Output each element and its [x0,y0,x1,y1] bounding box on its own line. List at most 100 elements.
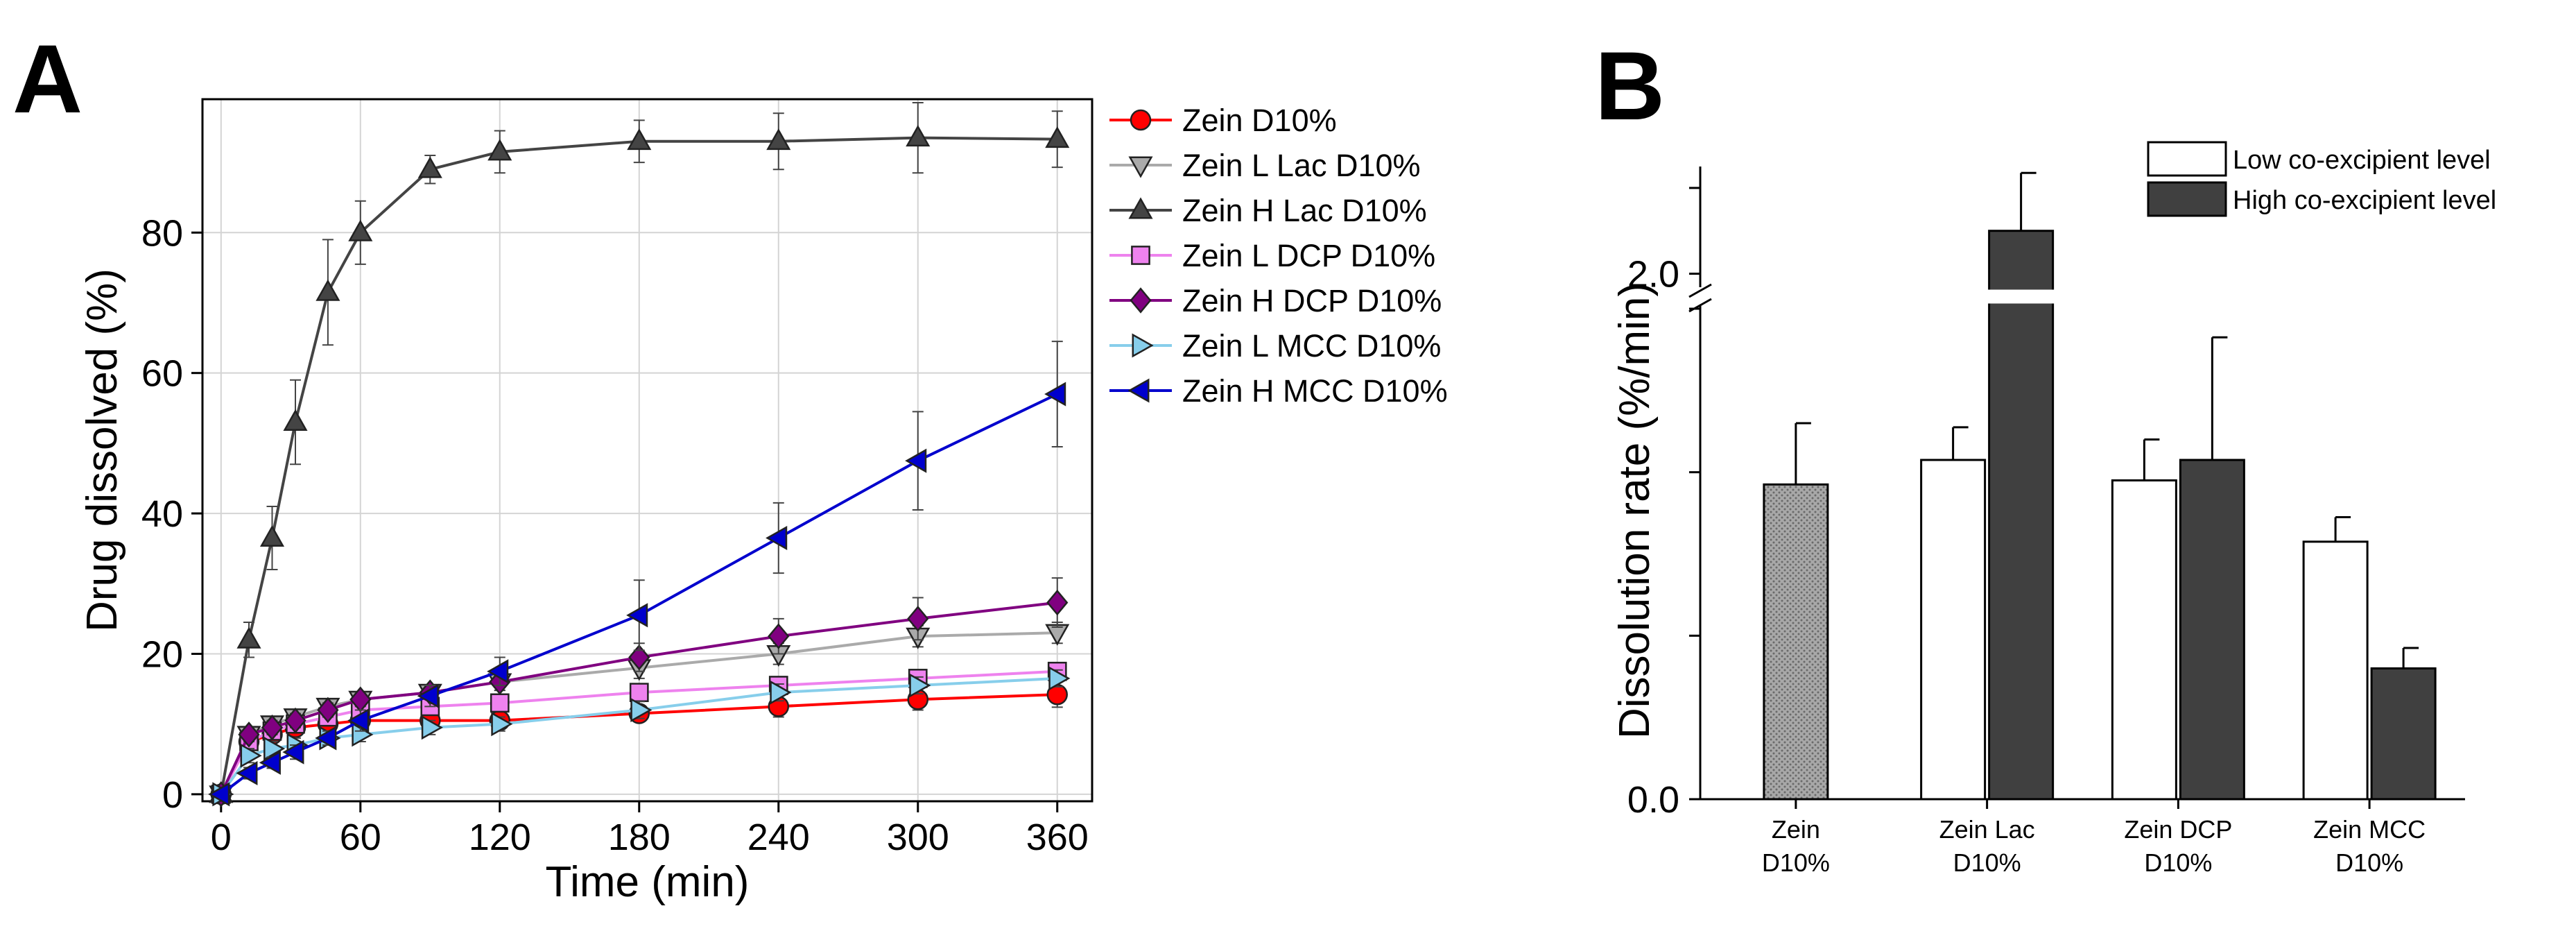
bar-low-co-excipient-level [2111,479,2177,801]
legend-marker [1131,246,1150,265]
x-tick-label: 300 [887,817,949,858]
series-line [219,136,1057,795]
panel-b-label: B [1595,31,1665,140]
legend-label: Zein H DCP D10% [1182,283,1442,318]
category-label: Zein MCC [2313,815,2426,844]
category-zein-mcc-d10pct: Zein MCC D10% [2302,515,2437,877]
legend-label: Zein L MCC D10% [1182,328,1441,364]
category-zein-lac-d10pct: Zein Lac D10% [1920,171,2055,877]
plot-frame [201,98,1093,803]
data-point [768,623,790,649]
bar-zein-d10pct [1763,483,1829,801]
legend-label: Zein L Lac D10% [1182,148,1421,183]
data-point [238,721,260,748]
legend-marker [1130,287,1152,314]
data-point [259,524,285,547]
data-point [905,448,927,473]
legend-label: Zein H Lac D10% [1182,193,1427,228]
legend-label: Zein D10% [1182,103,1337,138]
data-point [487,659,509,684]
data-point [491,712,513,737]
category-label: Zein DCP [2124,815,2232,844]
legend-marker [1128,156,1153,178]
data-point [284,707,306,734]
legend-entry-zein-h-dcp-d10pct: Zein H DCP D10% [1109,283,1442,318]
data-point [628,644,650,671]
y-tick-label: 20 [141,633,183,675]
data-point [282,740,304,765]
y-tick-label: 80 [141,212,183,254]
data-point [236,760,258,786]
x-axis-title: Time (min) [546,858,750,906]
data-point [627,128,652,151]
data-point [421,715,443,740]
data-point [906,125,931,147]
data-point [626,603,648,628]
legend-marker [1128,197,1153,219]
y-axis-title: Dissolution rate (%/min) [1611,282,1659,739]
bar-low-co-excipient-level [2302,540,2369,801]
legend-marker [1127,378,1150,403]
data-point [766,525,788,551]
legend-swatch [2147,141,2227,177]
x-tick-label: 60 [340,817,381,858]
data-point [629,683,649,702]
x-tick-label: 0 [211,817,232,858]
data-point [766,128,791,151]
legend-label: Low co-excipient level [2233,146,2491,175]
legend-entry-zein-l-lac-d10pct: Zein L Lac D10% [1109,148,1421,183]
data-point [263,736,286,761]
x-tick-label: 240 [747,817,810,858]
bar-high-co-excipient-level [2179,459,2245,801]
y-tick-label: 0.0 [1627,779,1679,821]
data-point [1048,666,1071,691]
data-point [490,693,510,713]
legend-entry-zein-l-mcc-d10pct: Zein L MCC D10% [1109,328,1441,364]
y-tick-label: 0 [162,774,183,816]
x-tick-label: 120 [469,817,531,858]
data-point [283,409,308,431]
legend-entry-zein-d10pct: Zein D10% [1109,103,1337,138]
data-point [417,156,442,178]
category-zein-d10pct: Zein D10% [1762,422,1830,877]
bar-high-co-excipient-level [1988,230,2055,801]
legend-marker [1132,333,1154,358]
category-label: Zein Lac [1939,815,2035,844]
data-point [770,680,792,705]
data-point [1046,589,1069,616]
category-label: D10% [2144,848,2212,877]
y-tick-label: 2.0 [1627,254,1679,296]
data-point [315,726,337,751]
data-point [317,697,339,724]
data-point [236,626,261,649]
x-tick-label: 360 [1026,817,1089,858]
dissolution-profile-chart: 0 60 120 180 240 300 360 0 20 40 60 80 Time (min) Dru… [78,98,1448,906]
legend-label: High co-excipient level [2233,186,2496,215]
y-tick-label: 40 [141,493,183,535]
legend-b: Low co-excipient level High co-excipient … [2147,141,2496,217]
legend-entry-zein-h-mcc-d10pct: Zein H MCC D10% [1109,373,1448,409]
category-label: D10% [1762,848,1830,877]
data-point [630,697,652,722]
legend-entry-zein-h-lac-d10pct: Zein H Lac D10% [1109,193,1427,228]
break-mark [1688,283,1712,298]
legend-label: Zein H MCC D10% [1182,373,1448,409]
legend-entry-low-co-excipient-level: Low co-excipient level [2147,141,2491,177]
series-zein-h-dcp-d10pct [210,577,1069,808]
bar-low-co-excipient-level [1920,459,1987,801]
category-label: D10% [1953,848,2021,877]
data-point [259,750,281,775]
legend-a: Zein D10% Zein L Lac D10% Zein H Lac D10% Z… [1109,103,1448,409]
data-point [240,743,262,768]
data-point [1044,382,1066,407]
category-label: D10% [2335,848,2403,877]
legend-entry-high-co-excipient-level: High co-excipient level [2147,181,2496,217]
series-zein-h-mcc-d10pct [208,341,1066,807]
y-axis-title: Drug dissolved (%) [78,268,126,632]
y-tick-label: 60 [141,353,183,395]
bar-break-gap [1987,289,2055,304]
x-tick-label: 180 [608,817,671,858]
legend-label: Zein L DCP D10% [1182,238,1435,273]
